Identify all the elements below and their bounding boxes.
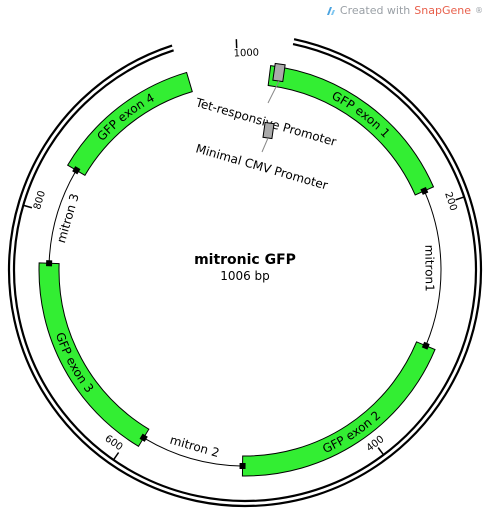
snapgene-logo-icon (326, 6, 335, 15)
intron-2-label: mitron 2 (168, 433, 221, 460)
promoter-2-box[interactable] (262, 121, 275, 140)
intron-2-boundary-mark (139, 433, 148, 442)
exon-3-arc[interactable] (38, 262, 150, 448)
plasmid-name: mitronic GFP (194, 252, 296, 268)
tick-1000-label: 1000 (233, 48, 259, 60)
watermark-prefix: Created with (339, 4, 411, 17)
plasmid-length: 1006 bp (220, 269, 270, 283)
tick-400-label: 400 (365, 434, 387, 454)
backbone-inner-strand (12, 42, 478, 503)
intron-1-boundary-mark (420, 186, 429, 195)
intron-1-label: mitron1 (422, 245, 436, 292)
backbone-outer-strand (7, 38, 483, 508)
watermark-suffix: ® (475, 6, 483, 15)
exon-1-label: GFP exon 1 (330, 89, 393, 141)
promoter-1-box[interactable] (272, 62, 286, 83)
plasmid-backbone (7, 38, 483, 508)
tick-200-mark (455, 196, 465, 201)
exon-4-label: GFP exon 4 (94, 91, 157, 144)
intron-3-line (48, 171, 76, 262)
tick-400-mark (377, 447, 385, 456)
exon-2-arc[interactable] (241, 341, 436, 477)
tick-800-mark (23, 204, 33, 209)
snapgene-watermark: Created with SnapGene ® (326, 4, 483, 17)
intron-1-boundary-mark (421, 341, 430, 350)
watermark-brand: SnapGene (414, 4, 471, 17)
exon-4-arc[interactable] (66, 71, 193, 177)
intron-2-line (144, 438, 241, 467)
intron-3-label: mitron 3 (54, 192, 82, 245)
intron-3-boundary-mark (72, 166, 81, 175)
tick-600-mark (112, 452, 120, 461)
promoter-2-label: Minimal CMV Promoter (194, 141, 329, 192)
tick-200-label: 200 (442, 191, 458, 213)
promoter-2-leader-line (261, 137, 269, 153)
promoter-1-leader-line (267, 80, 280, 104)
intron-1-line (424, 192, 442, 345)
tick-600-label: 600 (103, 433, 125, 453)
tick-800-label: 800 (32, 190, 48, 211)
